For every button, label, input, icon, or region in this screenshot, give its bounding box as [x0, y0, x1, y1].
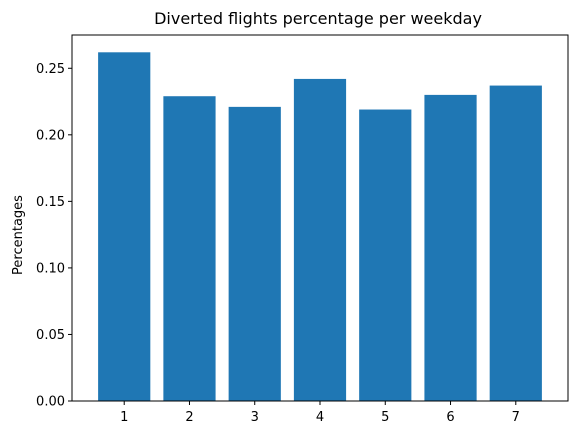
y-tick-label: 0.15 [36, 195, 65, 210]
bar-6 [424, 94, 477, 401]
x-tick-label: 7 [512, 410, 520, 425]
chart-title: Diverted flights percentage per weekday [154, 9, 482, 28]
bar-4 [293, 78, 347, 402]
y-tick-label: 0.20 [36, 128, 65, 143]
bar-2 [163, 96, 216, 401]
y-ticks-group: 0.00 0.05 0.10 0.15 0.20 0.25 [36, 62, 72, 410]
y-tick-label: 0.25 [36, 62, 65, 77]
y-axis-label: Percentages [11, 195, 26, 275]
plot-frame [71, 34, 569, 402]
bar-1 [98, 52, 151, 402]
x-tick-label: 5 [381, 410, 389, 425]
x-tick-label: 2 [185, 410, 193, 425]
x-tick-label: 1 [120, 410, 128, 425]
bars-group [98, 52, 542, 402]
y-tick-label: 0.05 [36, 328, 65, 343]
bar-7 [489, 85, 542, 401]
y-tick-label: 0.00 [36, 395, 65, 410]
y-tick-label: 0.10 [36, 261, 65, 276]
x-tick-label: 6 [446, 410, 454, 425]
x-tick-label: 3 [251, 410, 259, 425]
bar-3 [228, 106, 281, 402]
bar-5 [359, 109, 412, 401]
x-tick-label: 4 [316, 410, 324, 425]
x-ticks-group: 1 2 3 4 5 6 7 [120, 401, 520, 425]
